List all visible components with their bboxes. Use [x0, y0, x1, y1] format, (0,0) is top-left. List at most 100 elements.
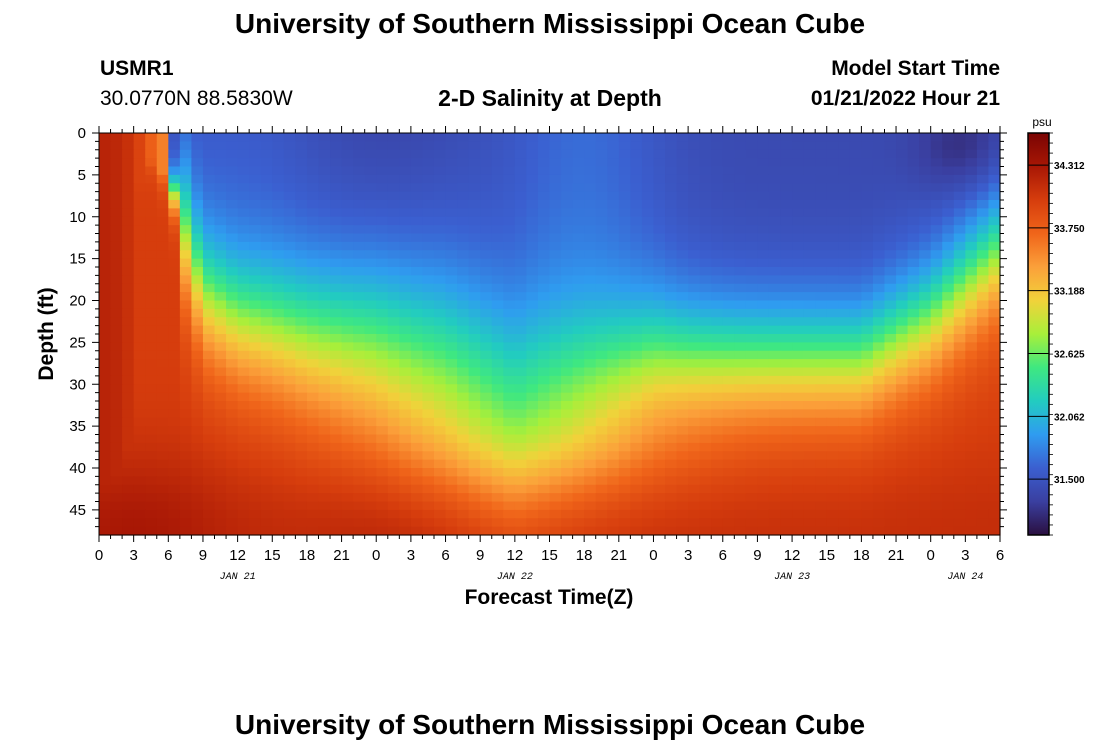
heatmap-cell	[849, 317, 862, 327]
heatmap-cell	[376, 275, 389, 285]
heatmap-cell	[745, 350, 759, 360]
heatmap-cell	[226, 384, 239, 394]
heatmap-cell	[226, 158, 239, 168]
heatmap-cell	[237, 317, 250, 327]
heatmap-cell	[630, 292, 643, 302]
heatmap-cell	[549, 208, 562, 218]
heatmap-cell	[433, 409, 447, 419]
heatmap-cell	[907, 166, 920, 176]
heatmap-cell	[907, 493, 920, 503]
heatmap-cell	[826, 141, 839, 151]
heatmap-cell	[202, 401, 216, 410]
heatmap-cell	[364, 216, 377, 226]
heatmap-cell	[919, 241, 932, 251]
heatmap-cell	[226, 183, 239, 193]
heatmap-cell	[399, 292, 412, 302]
heatmap-cell	[907, 133, 920, 142]
heatmap-cell	[341, 442, 354, 452]
heatmap-cell	[295, 451, 308, 461]
heatmap-cell	[930, 174, 943, 184]
heatmap-cell	[399, 317, 412, 327]
heatmap-cell	[122, 509, 135, 519]
heatmap-cell	[260, 200, 273, 209]
heatmap-cell	[283, 359, 296, 369]
heatmap-cell	[410, 334, 424, 343]
heatmap-cell	[942, 275, 955, 285]
heatmap-cell	[641, 334, 655, 343]
heatmap-cell	[861, 149, 874, 159]
heatmap-cell	[399, 384, 412, 394]
heatmap-cell	[191, 216, 204, 226]
heatmap-cell	[988, 401, 1001, 410]
heatmap-cell	[838, 166, 851, 176]
heatmap-cell	[803, 174, 816, 184]
heatmap-cell	[768, 166, 782, 176]
heatmap-cell	[156, 476, 169, 486]
heatmap-cell	[237, 334, 250, 343]
heatmap-cell	[480, 518, 493, 528]
heatmap-cell	[872, 216, 886, 226]
heatmap-cell	[330, 200, 343, 209]
heatmap-cell	[457, 283, 470, 293]
heatmap-cell	[376, 401, 389, 410]
heatmap-cell	[272, 149, 285, 159]
heatmap-cell	[607, 233, 620, 243]
heatmap-cell	[364, 141, 377, 151]
heatmap-cell	[872, 392, 886, 402]
heatmap-cell	[722, 149, 735, 159]
heatmap-cell	[549, 233, 562, 243]
heatmap-cell	[572, 401, 585, 410]
heatmap-cell	[260, 275, 273, 285]
heatmap-cell	[838, 401, 851, 410]
heatmap-cell	[607, 334, 620, 343]
heatmap-cell	[561, 451, 574, 461]
heatmap-cell	[179, 442, 193, 452]
heatmap-cell	[318, 267, 331, 276]
heatmap-cell	[179, 401, 193, 410]
heatmap-cell	[942, 317, 955, 327]
heatmap-cell	[549, 183, 562, 193]
heatmap-cell	[653, 191, 666, 201]
heatmap-cell	[896, 426, 909, 436]
heatmap-cell	[133, 384, 146, 394]
heatmap-cell	[584, 283, 597, 293]
heatmap-cell	[457, 401, 470, 410]
heatmap-cell	[584, 501, 597, 511]
heatmap-cell	[641, 208, 655, 218]
heatmap-cell	[965, 375, 978, 385]
heatmap-cell	[376, 216, 389, 226]
heatmap-cell	[537, 359, 551, 369]
heatmap-cell	[283, 225, 296, 235]
heatmap-cell	[965, 392, 978, 402]
heatmap-cell	[526, 434, 539, 444]
heatmap-cell	[803, 233, 816, 243]
heatmap-cell	[330, 476, 343, 486]
heatmap-cell	[387, 509, 400, 519]
heatmap-cell	[792, 283, 805, 293]
heatmap-cell	[526, 174, 539, 184]
heatmap-cell	[896, 233, 909, 243]
page-title: University of Southern Mississippi Ocean…	[234, 8, 866, 39]
heatmap-cell	[803, 308, 816, 318]
heatmap-cell	[896, 241, 909, 251]
heatmap-cell	[457, 133, 470, 142]
heatmap-cell	[133, 300, 146, 310]
heatmap-cell	[561, 292, 574, 302]
heatmap-cell	[237, 426, 250, 436]
heatmap-cell	[595, 208, 608, 218]
heatmap-cell	[537, 300, 551, 310]
heatmap-cell	[953, 367, 966, 377]
heatmap-cell	[399, 208, 412, 218]
heatmap-cell	[376, 191, 389, 201]
heatmap-cell	[249, 241, 262, 251]
heatmap-cell	[745, 241, 759, 251]
heatmap-cell	[745, 317, 759, 327]
heatmap-cell	[191, 225, 204, 235]
heatmap-cell	[745, 275, 759, 285]
heatmap-cell	[953, 518, 966, 528]
heatmap-cell	[260, 334, 273, 343]
heatmap-cell	[711, 216, 724, 226]
heatmap-cell	[295, 133, 308, 142]
heatmap-cell	[480, 334, 493, 343]
heatmap-cell	[179, 174, 193, 184]
